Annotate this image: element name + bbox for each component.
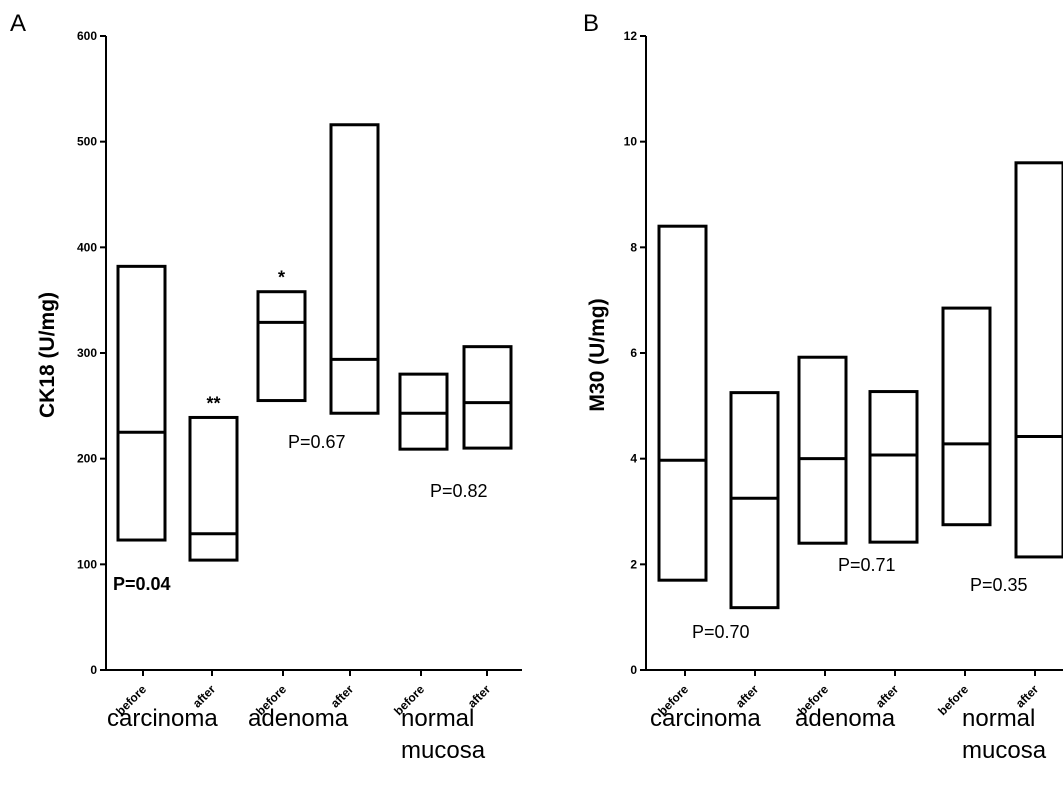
y-tick-label: 100 xyxy=(77,557,97,571)
group-label: mucosa xyxy=(401,737,486,764)
group-label: normal xyxy=(962,705,1035,732)
y-tick-label: 200 xyxy=(77,452,97,466)
y-axis-label: M30 (U/mg) xyxy=(586,298,609,411)
box xyxy=(797,355,848,545)
box xyxy=(1014,161,1063,559)
box xyxy=(329,123,380,415)
box xyxy=(116,264,167,542)
group-label: normal xyxy=(401,705,474,732)
box xyxy=(462,345,513,450)
y-tick-label: 10 xyxy=(624,135,638,149)
y-tick-label: 2 xyxy=(630,557,637,571)
y-tick-label: 400 xyxy=(77,240,97,254)
p-value-label: P=0.04 xyxy=(113,574,171,594)
y-tick-label: 600 xyxy=(77,29,97,43)
significance-marker: ** xyxy=(206,393,220,413)
group-label: adenoma xyxy=(795,705,896,732)
group-label: mucosa xyxy=(962,737,1047,764)
y-tick-label: 6 xyxy=(630,346,637,360)
box xyxy=(256,290,307,403)
p-value-label: P=0.67 xyxy=(288,432,346,452)
y-tick-label: 4 xyxy=(630,452,637,466)
box xyxy=(657,224,708,582)
p-value-label: P=0.70 xyxy=(692,622,750,642)
box xyxy=(868,390,919,544)
box xyxy=(398,372,449,451)
box xyxy=(941,306,992,527)
y-tick-label: 300 xyxy=(77,346,97,360)
y-tick-label: 12 xyxy=(624,29,638,43)
y-tick-label: 0 xyxy=(630,663,637,677)
group-label: carcinoma xyxy=(650,705,761,732)
y-tick-label: 0 xyxy=(90,663,97,677)
p-value-label: P=0.71 xyxy=(838,555,896,575)
panel-letter: A xyxy=(10,10,26,37)
group-label: carcinoma xyxy=(107,705,218,732)
group-label: adenoma xyxy=(248,705,349,732)
significance-marker: * xyxy=(278,268,285,288)
box xyxy=(188,415,239,562)
p-value-label: P=0.35 xyxy=(970,575,1028,595)
y-tick-label: 500 xyxy=(77,135,97,149)
box xyxy=(729,391,780,610)
panel-letter: B xyxy=(583,10,599,37)
p-value-label: P=0.82 xyxy=(430,481,488,501)
y-axis-label: CK18 (U/mg) xyxy=(36,292,59,418)
y-tick-label: 8 xyxy=(630,240,637,254)
